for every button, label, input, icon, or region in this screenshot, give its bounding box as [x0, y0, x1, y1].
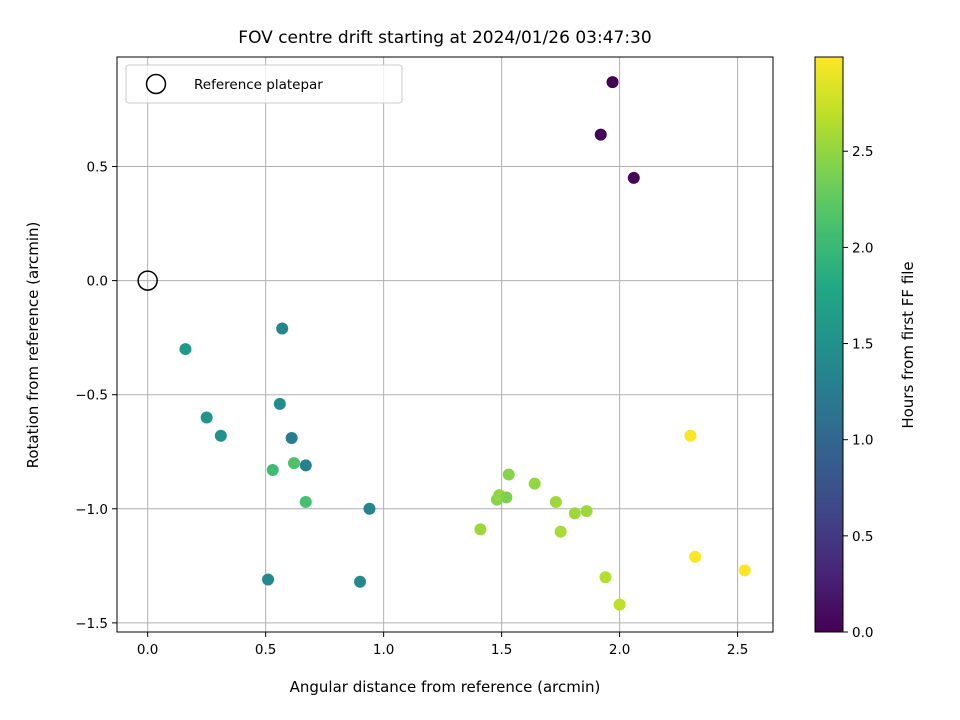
data-point: [549, 495, 562, 508]
colorbar-gradient: [814, 56, 844, 633]
data-point: [684, 429, 697, 442]
colorbar-label: Hours from first FF file: [899, 261, 917, 428]
grid: [117, 57, 773, 632]
legend-label: Reference platepar: [194, 77, 323, 93]
y-axis-ticks: −1.5 −1.0 −0.5 0.0 0.5: [75, 160, 117, 632]
data-point: [474, 523, 487, 536]
data-point: [363, 502, 376, 515]
data-point: [287, 457, 300, 470]
colorbar: 0.0 0.5 1.0 1.5 2.0 2.5 Hours from first FF f…: [814, 56, 917, 641]
plot-frame: [116, 56, 774, 633]
colorbar-tick-label: 1.5: [852, 337, 873, 353]
x-axis-label: Angular distance from reference (arcmin): [290, 678, 601, 696]
data-point: [276, 322, 289, 335]
x-tick-label: 2.5: [727, 642, 748, 658]
colorbar-ticks: 0.0 0.5 1.0 1.5 2.0 2.5: [843, 144, 873, 641]
data-point: [299, 495, 312, 508]
y-tick-label: −0.5: [75, 388, 108, 404]
colorbar-tick-label: 0.0: [852, 625, 873, 641]
data-point: [214, 429, 227, 442]
y-tick-label: 0.0: [87, 274, 108, 290]
data-points: [179, 76, 751, 611]
data-point: [627, 171, 640, 184]
colorbar-tick-label: 2.5: [852, 144, 873, 160]
x-tick-label: 0.0: [137, 642, 158, 658]
x-tick-label: 1.0: [373, 642, 394, 658]
data-point: [299, 459, 312, 472]
x-tick-label: 0.5: [255, 642, 276, 658]
data-point: [354, 575, 367, 588]
y-tick-label: −1.5: [75, 616, 108, 632]
legend: Reference platepar: [125, 64, 403, 104]
data-point: [285, 432, 298, 445]
data-point: [179, 343, 192, 356]
reference-marker-layer: [137, 270, 158, 291]
data-point: [738, 564, 751, 577]
data-point: [568, 507, 581, 520]
data-point: [554, 525, 567, 538]
data-point: [599, 571, 612, 584]
y-tick-label: 0.5: [87, 160, 108, 176]
colorbar-tick-label: 2.0: [852, 240, 873, 256]
data-point: [500, 491, 513, 504]
reference-platepar-marker: [137, 270, 158, 291]
y-tick-label: −1.0: [75, 502, 108, 518]
colorbar-tick-label: 0.5: [852, 529, 873, 545]
x-tick-label: 1.5: [491, 642, 512, 658]
x-tick-label: 2.0: [609, 642, 630, 658]
data-point: [580, 505, 593, 518]
data-point: [528, 477, 541, 490]
chart-title: FOV centre drift starting at 2024/01/26 …: [238, 28, 651, 48]
legend-marker-open-circle: [145, 73, 167, 95]
data-point: [594, 128, 607, 141]
colorbar-tick-label: 1.0: [852, 433, 873, 449]
data-point: [273, 397, 286, 410]
data-point: [606, 76, 619, 89]
data-point: [262, 573, 275, 586]
legend-box: [125, 64, 403, 104]
data-point: [502, 468, 515, 481]
data-point: [689, 550, 702, 563]
data-point: [613, 598, 626, 611]
y-axis-label: Rotation from reference (arcmin): [24, 222, 42, 469]
data-point: [200, 411, 213, 424]
x-axis-ticks: 0.0 0.5 1.0 1.5 2.0 2.5: [137, 632, 748, 658]
data-point: [266, 463, 279, 476]
